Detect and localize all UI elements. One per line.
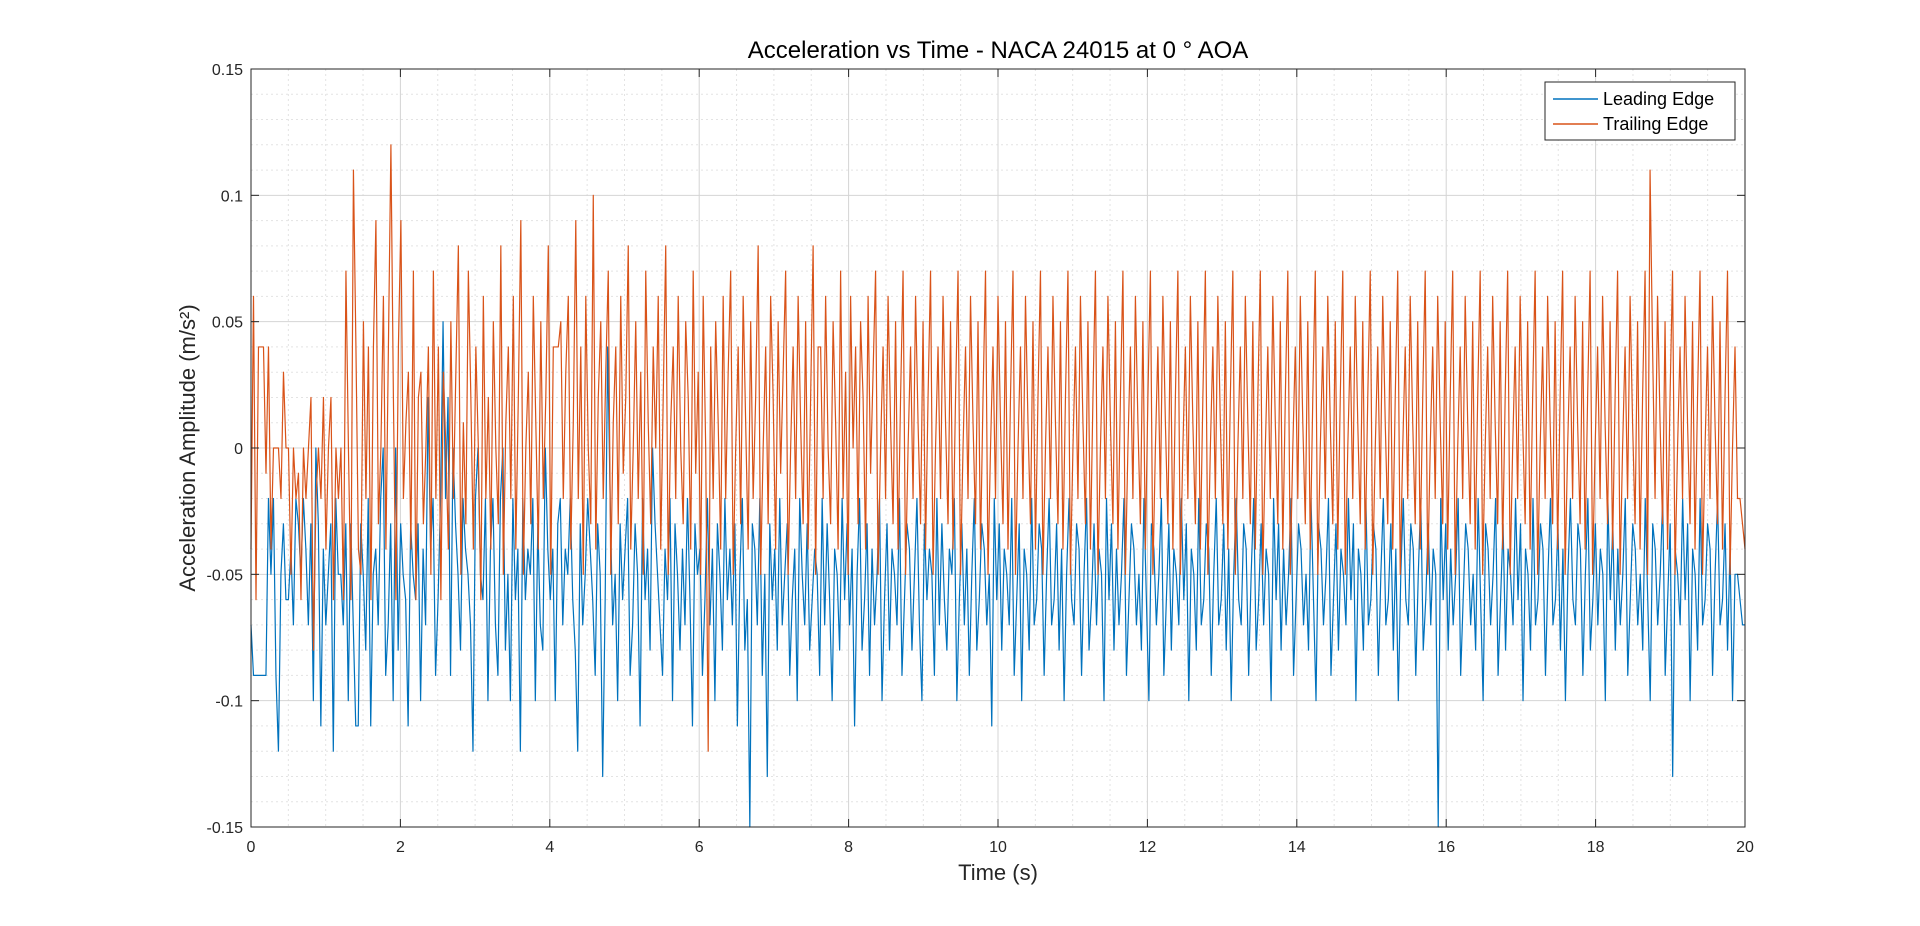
legend-label-leading-edge: Leading Edge: [1603, 89, 1714, 109]
chart-title: Acceleration vs Time - NACA 24015 at 0 °…: [748, 37, 1249, 64]
y-tick-label: 0.15: [212, 62, 243, 79]
x-tick-label: 10: [989, 839, 1007, 856]
y-tick-label: 0: [234, 441, 243, 458]
leading-edge-series-line: [250, 321, 1745, 828]
y-tick-label: -0.1: [215, 694, 243, 711]
legend-box: [1544, 81, 1736, 141]
legend-label-trailing-edge: Trailing Edge: [1603, 114, 1708, 134]
x-tick-label: 0: [247, 839, 256, 856]
y-tick-label: 0.05: [212, 315, 243, 332]
x-axis-label: Time (s): [958, 860, 1038, 885]
y-tick-label: 0.1: [221, 188, 243, 205]
x-tick-label: 12: [1139, 839, 1157, 856]
x-tick-label: 18: [1587, 839, 1605, 856]
x-tick-labels: 0 2 4 6 8 10 12 14 16 18 20: [247, 839, 1754, 856]
x-tick-label: 8: [844, 839, 853, 856]
y-tick-label: -0.15: [207, 820, 244, 837]
series-layer: [250, 144, 1746, 828]
y-tick-labels: -0.15 -0.1 -0.05 0 0.05 0.1 0.15: [207, 62, 244, 837]
y-axis-label: Acceleration Amplitude (m/s²): [175, 304, 200, 591]
x-tick-label: 2: [396, 839, 405, 856]
x-tick-label: 14: [1288, 839, 1306, 856]
x-tick-label: 16: [1437, 839, 1455, 856]
legend: Leading Edge Trailing Edge: [1544, 81, 1736, 141]
x-tick-label: 4: [545, 839, 554, 856]
x-tick-label: 20: [1736, 839, 1754, 856]
y-tick-label: -0.05: [207, 567, 244, 584]
trailing-edge-series-line: [250, 144, 1746, 752]
axis-ticks: [250, 68, 1746, 828]
x-tick-label: 6: [695, 839, 704, 856]
